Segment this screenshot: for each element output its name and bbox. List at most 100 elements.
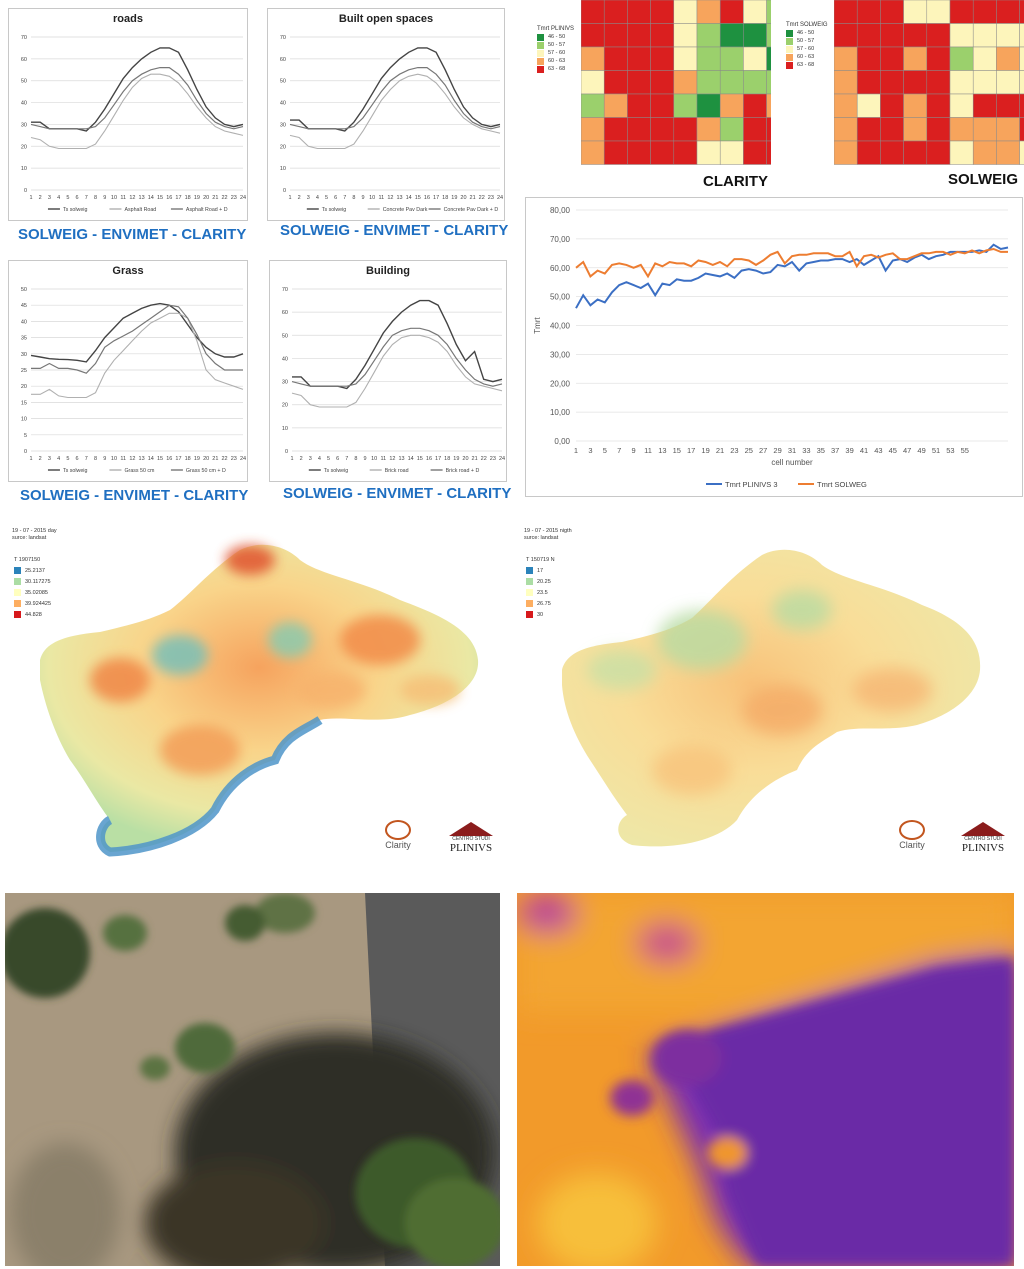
y-tick-label: 60: [282, 310, 288, 316]
y-tick-label: 10: [280, 166, 286, 172]
series-line: [291, 334, 503, 408]
x-tick-label: 9: [103, 456, 106, 462]
legend-title: T 150719 N: [526, 557, 555, 563]
grid-cell: [743, 46, 767, 71]
x-tick-label: 15: [417, 456, 423, 462]
x-tick-label: 11: [120, 195, 126, 201]
legend-label: 46 - 50: [797, 30, 815, 36]
grid-cell: [719, 140, 744, 165]
thermal-photo-image: [517, 893, 1014, 1266]
clarity-logo-text: Clarity: [385, 840, 411, 850]
y-axis-label: Tmrt: [533, 317, 542, 334]
grid-cell: [766, 0, 771, 24]
grid-cell: [766, 23, 771, 48]
night-map-legend: T 150719 N 17 20.25 23.5 26.75 30: [526, 557, 555, 620]
chart-title: Built open spaces: [338, 13, 434, 25]
legend-label: 46 - 50: [548, 34, 566, 40]
chart-title: roads: [113, 13, 143, 25]
legend-swatch: [14, 567, 21, 574]
grid-cell: [743, 117, 767, 142]
grid-cell: [673, 117, 698, 142]
grid-cell: [650, 140, 675, 165]
day-heat-map: [40, 544, 479, 857]
legend-swatch: [526, 567, 533, 574]
x-tick-label: 11: [120, 456, 126, 462]
grid-cell: [1019, 46, 1024, 71]
series-line: [289, 67, 501, 130]
grid-cell: [603, 140, 628, 165]
x-tick-label: 47: [903, 446, 911, 455]
x-tick-label: 16: [424, 195, 430, 201]
y-tick-label: 50: [282, 333, 288, 339]
x-tick-label: 9: [364, 456, 367, 462]
grid-cell: [996, 0, 1020, 24]
grid-cell: [880, 117, 904, 142]
legend-item: 57 - 60: [537, 49, 574, 57]
legend-label: Tmrt SOLWEG: [817, 480, 867, 489]
grid-cell: [972, 93, 997, 118]
series-line: [575, 243, 1009, 309]
x-tick-label: 55: [961, 446, 969, 455]
night-temperature-map: 19 - 07 - 2015 nigth surce: landsat T 15…: [512, 520, 1024, 865]
legend-label: Asphalt Road: [124, 207, 156, 213]
grid-cell: [949, 140, 974, 165]
grid-cell: [719, 117, 744, 142]
legend-swatch: [14, 578, 21, 585]
x-tick-label: 23: [730, 446, 738, 455]
grid-cell: [650, 117, 675, 142]
x-tick-label: 15: [673, 446, 681, 455]
legend-item: 60 - 63: [537, 57, 574, 65]
x-tick-label: 5: [603, 446, 607, 455]
x-tick-label: 13: [658, 446, 666, 455]
x-tick-label: 22: [222, 195, 228, 201]
x-tick-label: 9: [362, 195, 365, 201]
grid-cell: [903, 70, 928, 95]
x-tick-label: 7: [345, 456, 348, 462]
legend-label: 57 - 60: [548, 50, 566, 56]
grid-cell: [834, 46, 858, 71]
grid-cell: [880, 70, 904, 95]
plinivs-logo-text: PLINIVS: [961, 842, 1005, 854]
night-map-meta: 19 - 07 - 2015 nigth surce: landsat: [524, 528, 572, 542]
x-tick-label: 5: [327, 456, 330, 462]
x-tick-label: 15: [157, 195, 163, 201]
y-tick-label: 60: [280, 57, 286, 63]
grid-cell: [996, 93, 1020, 118]
x-tick-label: 25: [745, 446, 753, 455]
grid-cell: [926, 46, 951, 71]
grid-cell: [903, 140, 928, 165]
grid-cell: [996, 70, 1020, 95]
x-tick-label: 10: [111, 456, 117, 462]
y-tick-label: 70: [282, 287, 288, 293]
x-tick-label: 11: [378, 195, 384, 201]
y-tick-label: 0: [24, 188, 27, 194]
grid-cell: [949, 93, 974, 118]
x-tick-label: 33: [802, 446, 810, 455]
legend-item: 30: [526, 609, 555, 620]
y-tick-label: 50,00: [550, 293, 571, 302]
grid-cell: [766, 46, 771, 71]
grid-cell: [743, 23, 767, 48]
x-tick-label: 14: [148, 195, 154, 201]
x-tick-label: 19: [194, 456, 200, 462]
x-tick-label: 18: [444, 456, 450, 462]
x-tick-label: 23: [488, 195, 494, 201]
grid-cell: [673, 140, 698, 165]
grid-cell: [650, 70, 675, 95]
x-tick-label: 37: [831, 446, 839, 455]
chart-grass: Grass 0 5 10 15 20 25 30 35 40 45 50 1 2 3 4 5 6 7 8 9 10 11 1…: [8, 260, 248, 482]
x-tick-label: 3: [309, 456, 312, 462]
x-tick-label: 12: [387, 195, 393, 201]
x-tick-label: 15: [157, 456, 163, 462]
y-tick-label: 35: [21, 336, 27, 342]
x-tick-label: 7: [85, 195, 88, 201]
legend-label: 57 - 60: [797, 46, 815, 52]
grid-cell: [766, 70, 771, 95]
x-tick-label: 7: [617, 446, 621, 455]
grid-cell: [627, 46, 651, 71]
grid-cell: [603, 0, 628, 24]
legend-swatch: [786, 37, 793, 45]
grid-cell: [926, 93, 951, 118]
grid-cell: [834, 70, 858, 95]
